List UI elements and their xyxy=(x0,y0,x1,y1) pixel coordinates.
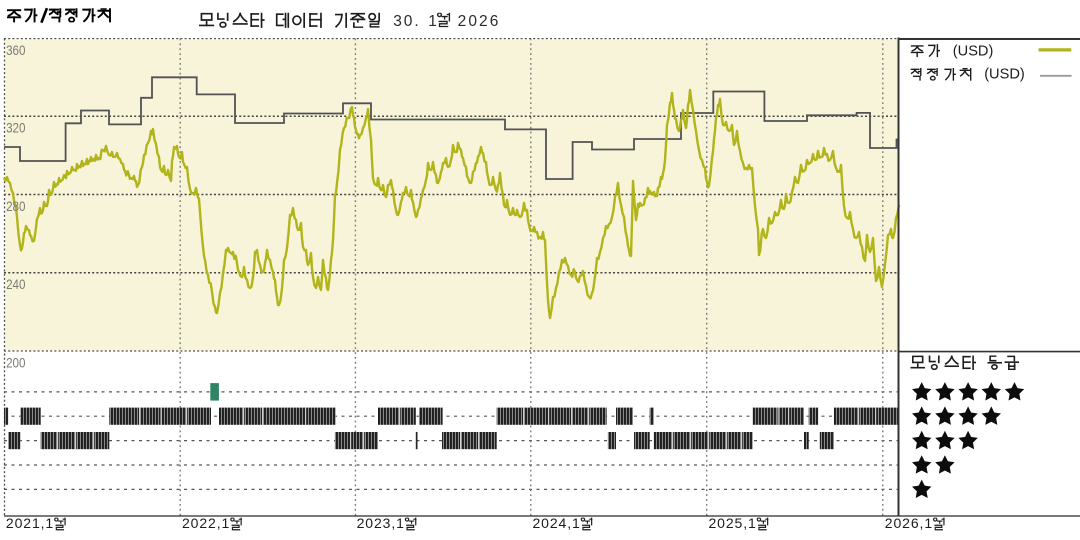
svg-text:2025,1: 2025,1 xyxy=(709,515,757,531)
svg-text:360: 360 xyxy=(6,42,26,58)
svg-text:240: 240 xyxy=(6,276,26,292)
svg-text:2024,1: 2024,1 xyxy=(533,515,581,531)
svg-text:1: 1 xyxy=(428,13,437,30)
svg-text:30.: 30. xyxy=(393,13,421,30)
svg-text:2021,1: 2021,1 xyxy=(6,515,54,531)
svg-text:(USD): (USD) xyxy=(984,67,1025,83)
svg-text:2026,1: 2026,1 xyxy=(885,515,933,531)
svg-text:2026: 2026 xyxy=(458,13,501,30)
svg-text:(USD): (USD) xyxy=(953,43,994,59)
svg-text:2023,1: 2023,1 xyxy=(357,515,405,531)
svg-text:320: 320 xyxy=(6,120,26,136)
svg-text:200: 200 xyxy=(6,354,26,370)
svg-text:280: 280 xyxy=(6,198,26,214)
svg-text:2022,1: 2022,1 xyxy=(182,515,230,531)
